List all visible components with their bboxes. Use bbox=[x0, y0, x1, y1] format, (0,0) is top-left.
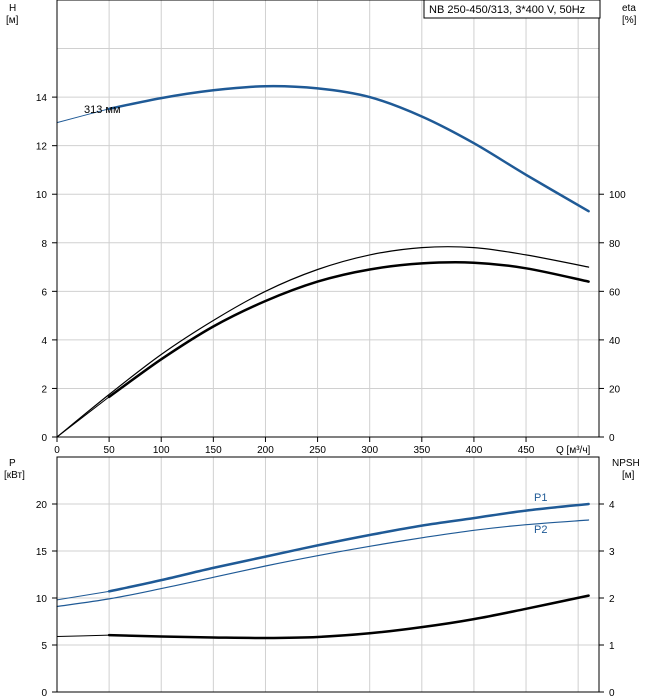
series-line-eta_ext bbox=[56, 396, 110, 438]
series-label-p1: P1 bbox=[534, 492, 547, 504]
x-tick-label: 300 bbox=[361, 445, 378, 456]
bottom-plot-frame bbox=[56, 456, 600, 693]
top-chart-grid bbox=[57, 0, 599, 437]
x-tick-label: 450 bbox=[518, 445, 535, 456]
series-line-head bbox=[107, 84, 590, 213]
top-left-tick-label: 14 bbox=[36, 93, 48, 104]
top-right-tick-label: 20 bbox=[609, 384, 621, 395]
top-plot-frame bbox=[56, 0, 600, 438]
top-right-tick-label: 0 bbox=[609, 433, 615, 444]
top-left-tick-label: 6 bbox=[41, 287, 47, 298]
bottom-chart-series bbox=[56, 502, 590, 640]
bottom-chart-axes: 0 5 10 15 20 0 1 2 3 4 bbox=[36, 456, 615, 699]
top-right-tick-label: 80 bbox=[609, 239, 621, 250]
q-axis-label: Q [м³/ч] bbox=[556, 445, 591, 456]
top-left-tick-label: 0 bbox=[41, 433, 47, 444]
x-tick-label: 200 bbox=[257, 445, 274, 456]
bottom-right-tick-label: 4 bbox=[609, 500, 615, 511]
top-right-tick-label: 60 bbox=[609, 287, 621, 298]
series-line-eta_thick bbox=[107, 261, 590, 399]
eta-axis-unit: [%] bbox=[622, 15, 637, 26]
h-axis-unit: [м] bbox=[6, 15, 19, 26]
series-line-p1_ext bbox=[56, 590, 110, 601]
h-axis-label: H bbox=[9, 3, 16, 14]
series-line-npsh_ext bbox=[56, 634, 110, 637]
eta-axis-label: eta bbox=[622, 3, 636, 14]
chart-title: NB 250-450/313, 3*400 V, 50Hz bbox=[429, 4, 585, 16]
bottom-left-tick-label: 5 bbox=[41, 641, 47, 652]
top-left-tick-label: 4 bbox=[41, 336, 47, 347]
bottom-left-tick-label: 10 bbox=[36, 594, 48, 605]
p-axis-label: P bbox=[9, 458, 16, 469]
x-tick-label: 150 bbox=[205, 445, 222, 456]
series-line-p2 bbox=[56, 519, 590, 608]
bottom-right-tick-label: 0 bbox=[609, 688, 615, 699]
series-line-head_ext bbox=[56, 108, 110, 124]
bottom-left-tick-label: 15 bbox=[36, 547, 48, 558]
top-left-tick-label: 2 bbox=[41, 384, 47, 395]
bottom-chart-grid bbox=[57, 457, 599, 692]
top-left-tick-label: 10 bbox=[36, 190, 48, 201]
top-chart-axes: 0 2 4 6 8 10 12 14 0 20 40 60 80 100 0 50 100 150 200 250 30… bbox=[36, 0, 626, 456]
top-left-tick-label: 12 bbox=[36, 142, 48, 153]
bottom-left-tick-label: 20 bbox=[36, 500, 48, 511]
npsh-axis-unit: [м] bbox=[622, 470, 635, 481]
series-line-p1 bbox=[107, 502, 590, 593]
p-axis-unit: [кВт] bbox=[4, 470, 25, 481]
npsh-axis-label: NPSH bbox=[612, 458, 640, 469]
top-right-tick-label: 100 bbox=[609, 190, 626, 201]
series-label-p2: P2 bbox=[534, 524, 547, 536]
x-tick-label: 250 bbox=[309, 445, 326, 456]
x-tick-label: 50 bbox=[104, 445, 116, 456]
top-left-tick-label: 8 bbox=[41, 239, 47, 250]
bottom-right-tick-label: 1 bbox=[609, 641, 615, 652]
bottom-right-tick-label: 2 bbox=[609, 594, 615, 605]
bottom-left-tick-label: 0 bbox=[41, 688, 47, 699]
top-right-tick-label: 40 bbox=[609, 336, 621, 347]
x-tick-label: 350 bbox=[413, 445, 430, 456]
impeller-diameter-annotation: 313 мм bbox=[84, 104, 121, 116]
bottom-right-tick-label: 3 bbox=[609, 547, 615, 558]
top-chart-series bbox=[56, 84, 590, 438]
x-tick-label: 400 bbox=[466, 445, 483, 456]
title-box bbox=[423, 0, 601, 19]
series-line-npsh bbox=[107, 594, 590, 640]
x-tick-label: 0 bbox=[54, 445, 60, 456]
x-tick-label: 100 bbox=[153, 445, 170, 456]
series-line-eta_thin bbox=[56, 246, 590, 438]
